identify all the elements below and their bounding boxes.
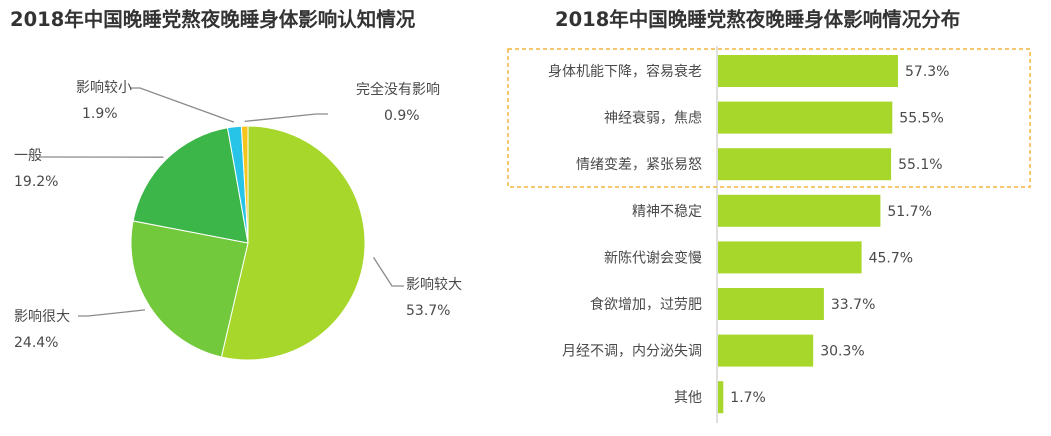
bar-category-label-0: 身体机能下降，容易衰老 bbox=[548, 63, 702, 80]
bar-chart-title: 2018年中国晚睡党熬夜晚睡身体影响情况分布 bbox=[555, 8, 960, 31]
bar-category-label-3: 精神不稳定 bbox=[632, 204, 702, 220]
bar-category-label-2: 情绪变差，紧张易怒 bbox=[576, 157, 702, 173]
pie-value-label-4: 0.9% bbox=[384, 108, 420, 124]
bar-4 bbox=[718, 241, 862, 273]
bar-category-label-7: 其他 bbox=[674, 390, 702, 406]
bar-value-label-0: 57.3% bbox=[905, 64, 949, 80]
pie-chart: 2018年中国晚睡党熬夜晚睡身体影响认知情况 影响较大 53.7% 影响很大 24.4… bbox=[10, 8, 462, 360]
bar-category-label-1: 神经衰弱，焦虑 bbox=[604, 110, 702, 127]
pie-leader-line-4 bbox=[245, 114, 328, 121]
pie-value-label-2: 19.2% bbox=[14, 174, 58, 190]
bar-1 bbox=[718, 102, 892, 134]
bar-value-label-2: 55.1% bbox=[898, 157, 942, 173]
bar-category-label-5: 食欲增加，过劳肥 bbox=[590, 296, 702, 313]
pie-label-3: 影响较小 bbox=[76, 80, 132, 96]
bar-category-label-6: 月经不调，内分泌失调 bbox=[562, 344, 702, 360]
pie-leader-line-0 bbox=[374, 257, 405, 286]
bar-5 bbox=[718, 288, 824, 320]
bar-value-label-5: 33.7% bbox=[831, 297, 875, 313]
pie-label-2: 一般 bbox=[14, 148, 42, 164]
bar-value-label-7: 1.7% bbox=[730, 390, 766, 406]
bar-value-label-6: 30.3% bbox=[820, 344, 864, 360]
pie-label-4: 完全没有影响 bbox=[356, 81, 440, 98]
pie-leader-line-3 bbox=[130, 88, 234, 122]
bar-7 bbox=[718, 381, 723, 413]
bar-value-label-3: 51.7% bbox=[887, 204, 931, 220]
pie-value-label-1: 24.4% bbox=[14, 335, 58, 351]
pie-leader-line-1 bbox=[78, 310, 145, 316]
bar-3 bbox=[718, 195, 880, 227]
bar-chart: 2018年中国晚睡党熬夜晚睡身体影响情况分布 身体机能下降，容易衰老 57.3% 神… bbox=[508, 8, 1030, 423]
bar-0 bbox=[718, 55, 898, 87]
pie-chart-title: 2018年中国晚睡党熬夜晚睡身体影响认知情况 bbox=[10, 8, 416, 31]
pie-label-1: 影响很大 bbox=[14, 309, 70, 325]
bar-value-label-4: 45.7% bbox=[869, 250, 913, 266]
bar-2 bbox=[718, 148, 891, 180]
bar-value-label-1: 55.5% bbox=[899, 111, 943, 127]
bars: 身体机能下降，容易衰老 57.3% 神经衰弱，焦虑 55.5% 情绪变差，紧张易怒 55.… bbox=[548, 55, 949, 413]
bar-category-label-4: 新陈代谢会变慢 bbox=[604, 249, 702, 266]
pie-value-label-0: 53.7% bbox=[406, 303, 450, 319]
pie-value-label-3: 1.9% bbox=[82, 106, 118, 122]
pie-label-0: 影响较大 bbox=[406, 277, 462, 293]
bar-6 bbox=[718, 335, 813, 367]
pie-slices bbox=[131, 126, 365, 360]
